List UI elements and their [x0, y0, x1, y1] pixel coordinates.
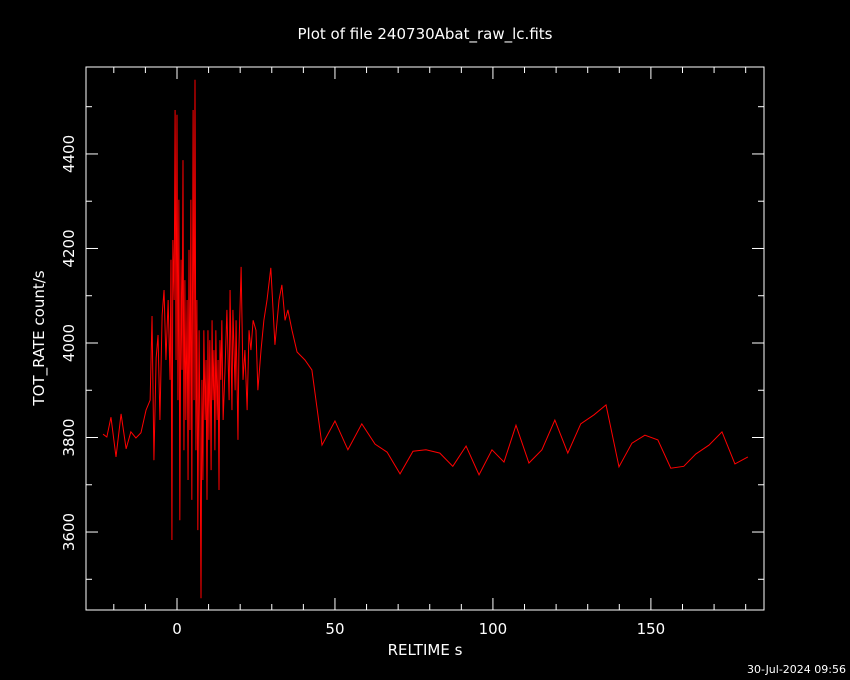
chart-title: Plot of file 240730Abat_raw_lc.fits — [298, 25, 553, 44]
y-tick-label: 3600 — [60, 513, 78, 551]
x-tick-label: 50 — [325, 620, 344, 638]
y-tick-label: 4200 — [60, 229, 78, 267]
plot-frame — [85, 66, 765, 611]
y-tick-label: 3800 — [60, 418, 78, 456]
timestamp: 30-Jul-2024 09:56 — [747, 663, 846, 676]
y-tick-label: 4000 — [60, 324, 78, 362]
y-axis-label: TOT_RATE count/s — [30, 270, 49, 406]
x-tick-label: 0 — [172, 620, 182, 638]
y-tick-label: 4400 — [60, 135, 78, 173]
x-tick-label: 150 — [637, 620, 666, 638]
x-axis-label: RELTIME s — [388, 641, 463, 659]
light-curve — [102, 79, 749, 599]
x-tick-label: 100 — [479, 620, 508, 638]
